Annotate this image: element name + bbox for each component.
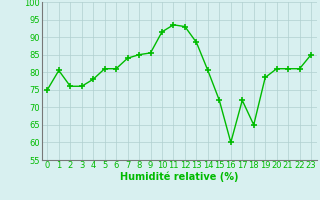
X-axis label: Humidité relative (%): Humidité relative (%) [120, 172, 238, 182]
